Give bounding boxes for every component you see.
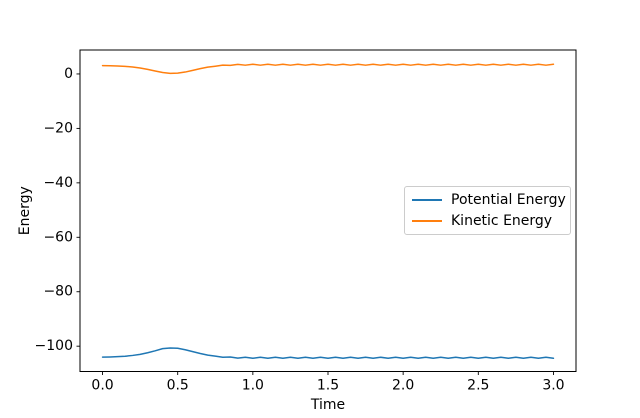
legend-entry-kinetic-energy: Kinetic Energy — [412, 211, 563, 231]
potential-energy-line-swatch — [412, 199, 442, 201]
y-tick-label: −100 — [35, 338, 73, 354]
legend: Potential Energy Kinetic Energy — [404, 186, 571, 235]
x-tick-label: 2.0 — [392, 378, 414, 394]
legend-label: Kinetic Energy — [451, 213, 553, 229]
y-tick-label: −40 — [43, 175, 73, 191]
y-axis-label: Energy — [17, 186, 33, 235]
y-tick-label: −20 — [43, 120, 73, 136]
y-tick-label: 0 — [64, 66, 73, 82]
x-tick-label: 0.5 — [167, 378, 189, 394]
x-axis-label: Time — [310, 397, 345, 413]
kinetic-energy-line — [101, 63, 555, 75]
potential-energy-line — [101, 347, 555, 359]
legend-entry-potential-energy: Potential Energy — [412, 190, 566, 210]
x-tick-label: 1.0 — [242, 378, 264, 394]
y-tick-label: −60 — [43, 229, 73, 245]
x-tick-label: 0.0 — [91, 378, 113, 394]
x-tick-label: 3.0 — [542, 378, 564, 394]
y-tick-label: −80 — [43, 284, 73, 300]
x-tick-label: 2.5 — [467, 378, 489, 394]
legend-label: Potential Energy — [451, 192, 566, 208]
x-tick-label: 1.5 — [317, 378, 339, 394]
kinetic-energy-line-swatch — [412, 220, 442, 222]
